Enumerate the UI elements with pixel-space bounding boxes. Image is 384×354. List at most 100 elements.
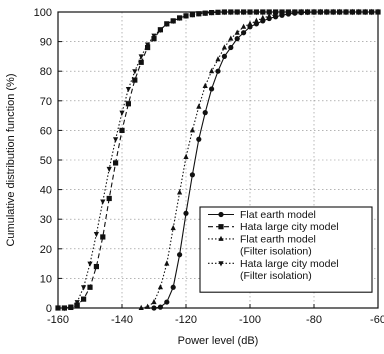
y-tick-label: 80 <box>40 66 52 78</box>
data-point <box>189 172 195 178</box>
data-point <box>164 299 170 305</box>
data-point <box>196 11 202 17</box>
data-point <box>241 30 247 36</box>
data-point <box>177 189 183 195</box>
data-point <box>260 14 266 20</box>
legend-box <box>199 206 373 293</box>
data-point <box>151 298 157 305</box>
y-tick-label: 70 <box>40 96 52 108</box>
tick-layer: 0 10 20 30 40 50 60 70 80 90 100 -160 -140 -120 -100 -8… <box>34 7 384 326</box>
data-point <box>234 36 240 42</box>
data-point <box>202 82 208 88</box>
y-tick-label: 40 <box>40 185 52 197</box>
data-point <box>145 42 151 48</box>
data-point <box>209 86 215 92</box>
legend-label: Hata large city model <box>240 221 339 233</box>
data-point <box>151 33 157 39</box>
grid-layer <box>58 12 378 308</box>
data-point <box>228 35 234 41</box>
data-point <box>119 110 125 116</box>
data-point <box>74 300 80 306</box>
data-point <box>170 18 176 25</box>
data-point <box>183 210 189 216</box>
legend-label: (Filter isolation) <box>240 270 312 282</box>
legend-swatch-marker <box>218 224 224 230</box>
legend-label: Flat earth model <box>240 233 316 245</box>
x-tick-label: -100 <box>239 314 261 326</box>
series-line <box>64 11 378 309</box>
data-point <box>125 86 131 93</box>
data-point <box>106 195 112 202</box>
data-point <box>202 110 208 116</box>
data-point <box>157 304 163 310</box>
data-point <box>170 224 176 231</box>
y-tick-label: 100 <box>34 7 52 19</box>
data-point <box>215 56 221 62</box>
data-point <box>132 77 138 83</box>
data-point <box>221 44 227 50</box>
y-tick-label: 60 <box>40 125 52 137</box>
data-point <box>183 13 189 20</box>
data-point <box>164 260 170 266</box>
x-tick-label: -120 <box>175 314 197 326</box>
series-line <box>141 11 378 309</box>
y-tick-label: 30 <box>40 214 52 226</box>
x-tick-label: -140 <box>111 314 133 326</box>
data-point <box>138 59 144 65</box>
data-point <box>170 284 176 290</box>
data-point <box>157 27 163 33</box>
data-point <box>113 137 119 143</box>
legend-label: Hata large city model <box>240 258 339 270</box>
data-point <box>125 101 131 107</box>
legend-swatch-marker <box>218 261 224 267</box>
data-point <box>196 136 202 142</box>
data-point <box>100 234 106 240</box>
y-tick-label: 10 <box>40 273 52 285</box>
data-point <box>87 261 93 267</box>
data-point <box>189 127 195 133</box>
legend-swatch-marker <box>218 211 224 218</box>
legend-swatch-marker <box>218 235 224 241</box>
data-point <box>183 153 189 160</box>
data-point <box>164 21 170 28</box>
y-tick-label: 20 <box>40 244 52 256</box>
data-point <box>157 284 163 290</box>
x-tick-label: -160 <box>47 314 69 326</box>
x-tick-label: -60 <box>370 314 384 326</box>
data-point <box>177 252 183 258</box>
data-point <box>234 29 240 35</box>
data-point <box>189 12 195 18</box>
data-point <box>106 166 112 173</box>
data-point <box>247 20 253 26</box>
data-point <box>253 17 259 23</box>
data-point <box>68 304 74 310</box>
data-point <box>228 44 234 51</box>
data-point <box>81 285 87 291</box>
data-point <box>241 23 247 29</box>
data-point <box>93 232 99 238</box>
data-point <box>132 69 138 75</box>
data-point <box>209 68 215 74</box>
y-tick-label: 0 <box>46 303 52 315</box>
legend-entry-4: Hata large city model(Filter isolation) <box>208 258 339 282</box>
y-tick-label: 90 <box>40 37 52 49</box>
data-point <box>196 103 202 109</box>
data-point <box>266 12 272 19</box>
data-point <box>81 296 87 302</box>
data-point <box>221 53 227 60</box>
x-tick-label: -80 <box>306 314 322 326</box>
x-axis-label: Power level (dB) <box>178 335 259 347</box>
legend-entry-1: Flat earth model <box>208 209 316 221</box>
data-point <box>177 15 183 22</box>
legend-label: Flat earth model <box>240 209 316 221</box>
data-point <box>215 68 221 74</box>
data-point <box>87 284 93 290</box>
y-axis-label: Cumulative distribution function (%) <box>5 73 17 246</box>
data-point <box>138 54 144 60</box>
legend-label: (Filter isolation) <box>240 246 312 258</box>
y-tick-label: 50 <box>40 155 52 167</box>
legend-entry-3: Flat earth model(Filter isolation) <box>208 233 316 258</box>
